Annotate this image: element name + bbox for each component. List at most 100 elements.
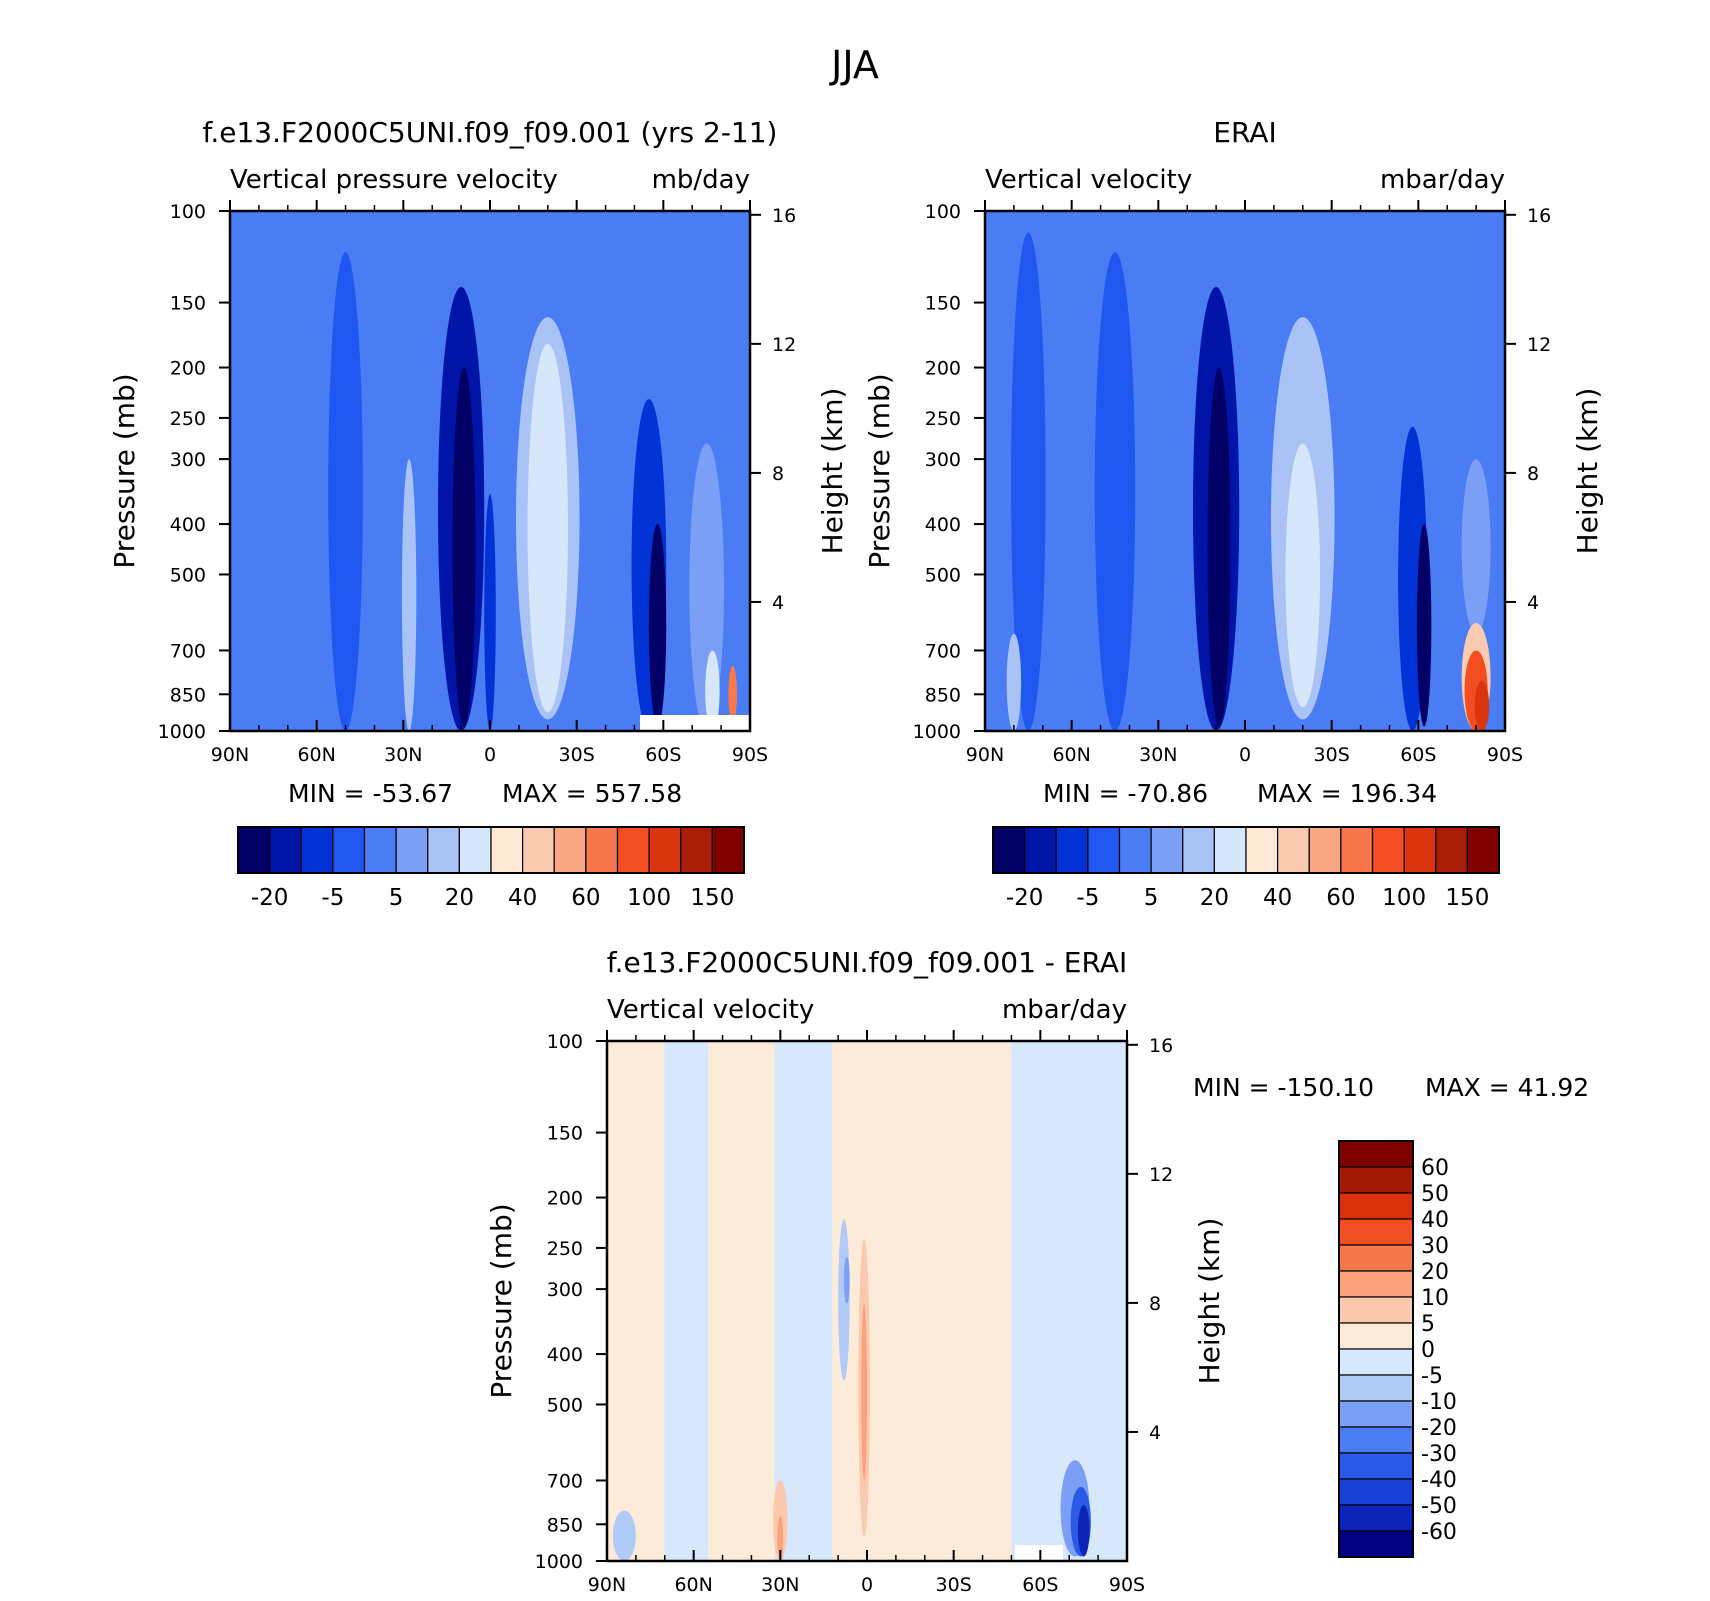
y2-tick-label: 16 <box>1527 205 1551 227</box>
contour-region-8 <box>1416 524 1432 727</box>
y2-tick-label: 8 <box>772 463 784 485</box>
y-tick-label: 850 <box>170 684 206 706</box>
panel-model-min: MIN = -53.67 <box>288 779 453 808</box>
x-tick-label: 60N <box>674 1574 712 1596</box>
colorbar-cell <box>1182 826 1215 874</box>
colorbar-label: -10 <box>1421 1390 1457 1415</box>
colorbar-label: -20 <box>1421 1416 1457 1441</box>
colorbar-label: 5 <box>389 885 404 911</box>
x-tick-label: 30S <box>559 744 595 766</box>
colorbar-cell <box>395 826 429 874</box>
contour-region-9 <box>1077 1504 1090 1557</box>
colorbar-label: 60 <box>1326 885 1355 911</box>
colorbar-label: 30 <box>1421 1234 1449 1259</box>
colorbar-cell <box>1338 1504 1414 1532</box>
colorbar-cell <box>1338 1400 1414 1428</box>
panel-diff-units: mbar/day <box>1002 995 1127 1025</box>
panel-model-ylabel: Pressure (mb) <box>108 373 141 568</box>
panel-diff-variable: Vertical velocity <box>607 995 814 1025</box>
x-tick-label: 60N <box>297 744 335 766</box>
colorbar-cell <box>1338 1140 1414 1168</box>
panel-obs-y2-axis: 16 12 8 4 <box>1505 205 1551 614</box>
panel-model-colorbar: -20 -5 5 20 40 60 100 150 <box>237 826 745 911</box>
colorbar-label: -20 <box>251 885 289 911</box>
colorbar-cell <box>332 826 366 874</box>
colorbar-cell <box>1338 1296 1414 1324</box>
y-tick-label: 250 <box>925 408 961 430</box>
colorbar-cell <box>992 826 1026 874</box>
panel-obs-ylabel: Pressure (mb) <box>863 373 896 568</box>
colorbar-cell <box>363 826 397 874</box>
panel-obs-y-axis: 100 150 200 250 300 400 500 700 850 1000 <box>913 201 985 743</box>
y-tick-label: 300 <box>547 1279 583 1301</box>
colorbar-cell <box>1338 1166 1414 1194</box>
colorbar-label: 40 <box>1263 885 1292 911</box>
contour-region-12 <box>728 666 738 722</box>
x-tick-label: 30N <box>1139 744 1177 766</box>
y2-tick-label: 12 <box>1527 334 1551 356</box>
colorbar-label: 50 <box>1421 1182 1449 1207</box>
colorbar-cell <box>1024 826 1057 874</box>
colorbar-cell <box>490 826 524 874</box>
y-tick-label: 150 <box>170 293 206 315</box>
y-tick-label: 300 <box>925 449 961 471</box>
panel-model-y2-axis: 16 12 8 4 <box>750 205 796 614</box>
colorbar-cell <box>1338 1270 1414 1298</box>
panel-obs-features <box>1006 232 1491 731</box>
panel-obs-x-axis: 90N 60N 30N 0 30S 60S 90S <box>966 200 1523 766</box>
y-tick-label: 700 <box>547 1470 583 1492</box>
panel-model-y-axis: 100 150 200 250 300 400 500 700 850 1000 <box>158 201 230 743</box>
y-tick-label: 1000 <box>913 721 961 743</box>
x-tick-label: 60S <box>1400 744 1436 766</box>
panel-model-x-axis: 90N 60N 30N 0 30S 60S 90S <box>211 200 768 766</box>
x-tick-label: 90S <box>1109 1574 1145 1596</box>
y-tick-label: 850 <box>547 1514 583 1536</box>
x-tick-label: 0 <box>484 744 496 766</box>
y-tick-label: 100 <box>170 201 206 223</box>
y-tick-label: 250 <box>547 1238 583 1260</box>
x-tick-label: 30S <box>1314 744 1350 766</box>
colorbar-label: 5 <box>1144 885 1159 911</box>
y-tick-label: 150 <box>547 1123 583 1145</box>
colorbar-cell <box>1338 1452 1414 1480</box>
panel-model-y2label: Height (km) <box>816 388 849 555</box>
colorbar-cell <box>1338 1244 1414 1272</box>
y2-tick-label: 8 <box>1527 463 1539 485</box>
y-tick-label: 200 <box>170 358 206 380</box>
panel-obs-units: mbar/day <box>1380 165 1505 195</box>
x-tick-label: 60N <box>1052 744 1090 766</box>
colorbar-label: 40 <box>1421 1208 1449 1233</box>
colorbar-cell <box>1308 826 1342 874</box>
colorbar-cell <box>1403 826 1437 874</box>
panel-diff-max: MAX = 41.92 <box>1425 1073 1589 1102</box>
colorbar-cell <box>1338 1478 1414 1506</box>
y-tick-label: 400 <box>170 514 206 536</box>
y-tick-label: 500 <box>170 564 206 586</box>
contour-band-1 <box>664 1041 709 1561</box>
contour-band-5 <box>901 1041 1012 1561</box>
panel-model-max: MAX = 557.58 <box>502 779 682 808</box>
panel-model-variable: Vertical pressure velocity <box>230 165 558 195</box>
panel-diff-missing-data <box>1015 1545 1063 1561</box>
contour-region-5 <box>484 493 496 731</box>
colorbar-cell <box>1338 1426 1414 1454</box>
panel-diff-x-axis: 90N 60N 30N 0 30S 60S 90S <box>588 1030 1145 1596</box>
y2-tick-label: 4 <box>772 592 784 614</box>
colorbar-cell <box>1338 1322 1414 1350</box>
colorbar-label: 10 <box>1421 1286 1449 1311</box>
colorbar-cell <box>648 826 682 874</box>
panel-obs-variable: Vertical velocity <box>985 165 1192 195</box>
panel-diff-y2-axis: 16 12 8 4 <box>1127 1035 1173 1444</box>
x-tick-label: 60S <box>1022 1574 1058 1596</box>
colorbar-cell <box>680 826 713 874</box>
colorbar-label: 0 <box>1421 1338 1435 1363</box>
x-tick-label: 90N <box>588 1574 626 1596</box>
colorbar-label: -30 <box>1421 1442 1457 1467</box>
contour-region-0 <box>256 211 291 731</box>
colorbar-cell <box>1338 1530 1414 1558</box>
y-tick-label: 100 <box>547 1031 583 1053</box>
contour-region-3 <box>452 367 476 727</box>
contour-band-2 <box>708 1041 775 1561</box>
panel-model: f.e13.F2000C5UNI.f09_f09.001 (yrs 2-11) … <box>108 116 849 911</box>
colorbar-cell <box>1338 1192 1414 1220</box>
